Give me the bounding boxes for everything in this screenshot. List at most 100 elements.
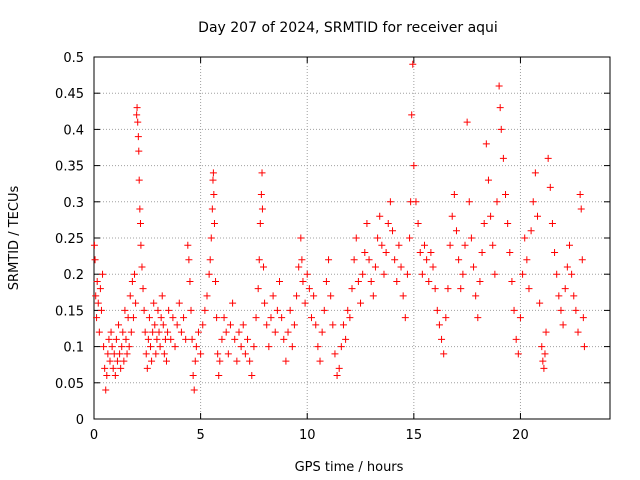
data-point	[282, 357, 290, 365]
data-point	[133, 104, 141, 112]
data-point	[177, 328, 185, 336]
data-point	[246, 357, 254, 365]
tick-labels: 0 5 10 15 20 0 0.05 0.1 0.15 0.2 0.25 0.3 0.35 0.4 0.4…	[55, 51, 529, 443]
data-point	[580, 343, 588, 351]
data-point	[416, 248, 424, 256]
data-point	[113, 357, 121, 365]
data-point	[105, 335, 113, 343]
data-point	[237, 343, 245, 351]
data-point	[452, 227, 460, 235]
data-point	[142, 350, 150, 358]
data-point	[165, 306, 173, 314]
data-point	[307, 314, 315, 322]
data-point	[136, 205, 144, 213]
data-point	[101, 364, 109, 372]
x-tick-label: 20	[512, 428, 529, 443]
data-point	[335, 364, 343, 372]
data-point	[235, 328, 243, 336]
data-point	[327, 292, 335, 300]
data-point	[121, 306, 129, 314]
data-point	[440, 350, 448, 358]
data-point	[357, 299, 365, 307]
y-axis-label: SRMTID / TECUs	[7, 186, 22, 291]
data-point	[568, 270, 576, 278]
data-point	[255, 256, 263, 264]
data-point	[539, 357, 547, 365]
data-point	[97, 306, 105, 314]
data-point	[154, 306, 162, 314]
data-point	[354, 277, 362, 285]
data-point	[284, 328, 292, 336]
data-point	[538, 343, 546, 351]
data-point	[305, 285, 313, 293]
data-point	[455, 256, 463, 264]
data-point	[325, 256, 333, 264]
data-point	[185, 256, 193, 264]
data-point	[320, 306, 328, 314]
y-tick-label: 0.05	[55, 377, 84, 392]
data-point	[474, 314, 482, 322]
data-point	[544, 154, 552, 162]
data-point	[406, 234, 414, 242]
data-point	[493, 198, 501, 206]
data-point	[100, 343, 108, 351]
x-tick-label: 10	[299, 428, 316, 443]
data-point	[536, 299, 544, 307]
data-point	[565, 241, 573, 249]
data-point	[409, 60, 417, 68]
data-point	[171, 343, 179, 351]
data-point	[252, 314, 260, 322]
data-point	[145, 314, 153, 322]
data-point	[210, 220, 218, 228]
data-point	[137, 241, 145, 249]
y-tick-label: 0.1	[63, 341, 84, 356]
data-point	[92, 292, 100, 300]
data-point	[90, 241, 98, 249]
data-point	[93, 277, 101, 285]
data-point	[382, 248, 390, 256]
data-point	[298, 256, 306, 264]
data-point	[120, 357, 128, 365]
data-point	[226, 321, 234, 329]
data-point	[570, 292, 578, 300]
data-point	[134, 118, 142, 126]
data-point	[429, 263, 437, 271]
data-point	[111, 372, 119, 380]
data-point	[126, 292, 134, 300]
data-point	[310, 292, 318, 300]
data-point	[342, 335, 350, 343]
data-point	[295, 263, 303, 271]
data-point	[521, 234, 529, 242]
data-point	[135, 147, 143, 155]
data-point	[213, 314, 221, 322]
data-point	[197, 350, 205, 358]
data-point	[118, 343, 126, 351]
data-point	[107, 328, 115, 336]
data-point	[153, 335, 161, 343]
data-point	[149, 328, 157, 336]
data-point	[435, 321, 443, 329]
data-point	[186, 277, 194, 285]
x-axis-label: GPS time / hours	[295, 460, 404, 475]
data-point	[519, 270, 527, 278]
data-point	[127, 328, 135, 336]
data-point	[258, 169, 266, 177]
data-point	[574, 328, 582, 336]
data-point	[318, 328, 326, 336]
data-point	[523, 256, 531, 264]
data-point	[220, 314, 228, 322]
data-point	[139, 285, 147, 293]
data-point	[180, 314, 188, 322]
data-point	[423, 256, 431, 264]
data-point	[376, 212, 384, 220]
data-point	[203, 292, 211, 300]
y-tick-label: 0	[76, 413, 84, 428]
data-point	[314, 343, 322, 351]
chart-title: Day 207 of 2024, SRMTID for receiver aqu…	[198, 20, 498, 36]
data-point	[117, 364, 125, 372]
data-point	[534, 212, 542, 220]
data-point	[516, 314, 524, 322]
data-point	[546, 183, 554, 191]
data-point	[288, 343, 296, 351]
data-point	[502, 191, 510, 199]
